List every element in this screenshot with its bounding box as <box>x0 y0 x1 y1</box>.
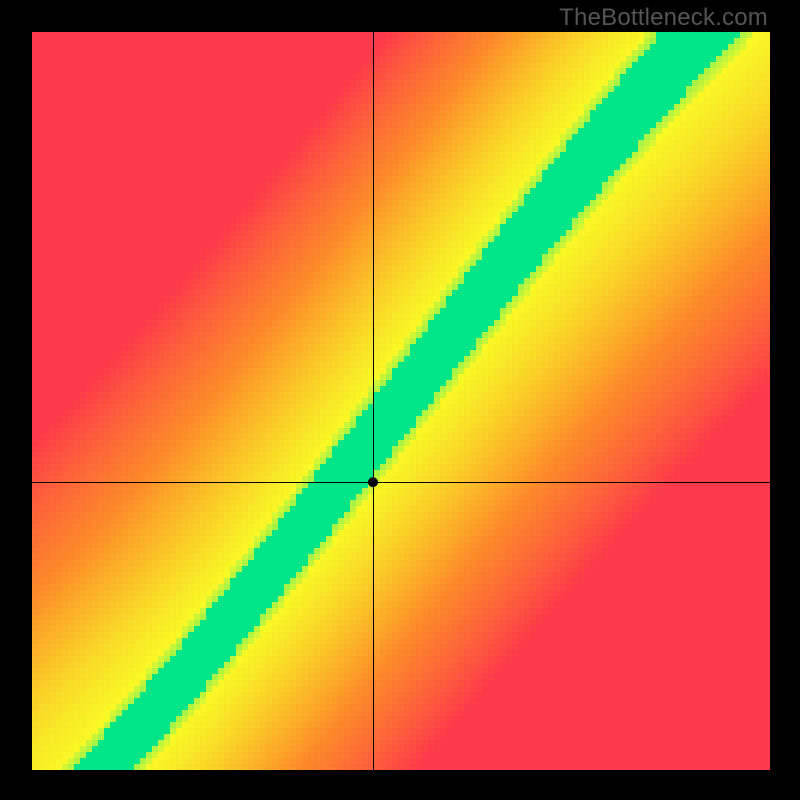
heatmap-canvas <box>0 0 800 800</box>
watermark-text: TheBottleneck.com <box>559 4 768 32</box>
chart-container: TheBottleneck.com <box>0 0 800 800</box>
